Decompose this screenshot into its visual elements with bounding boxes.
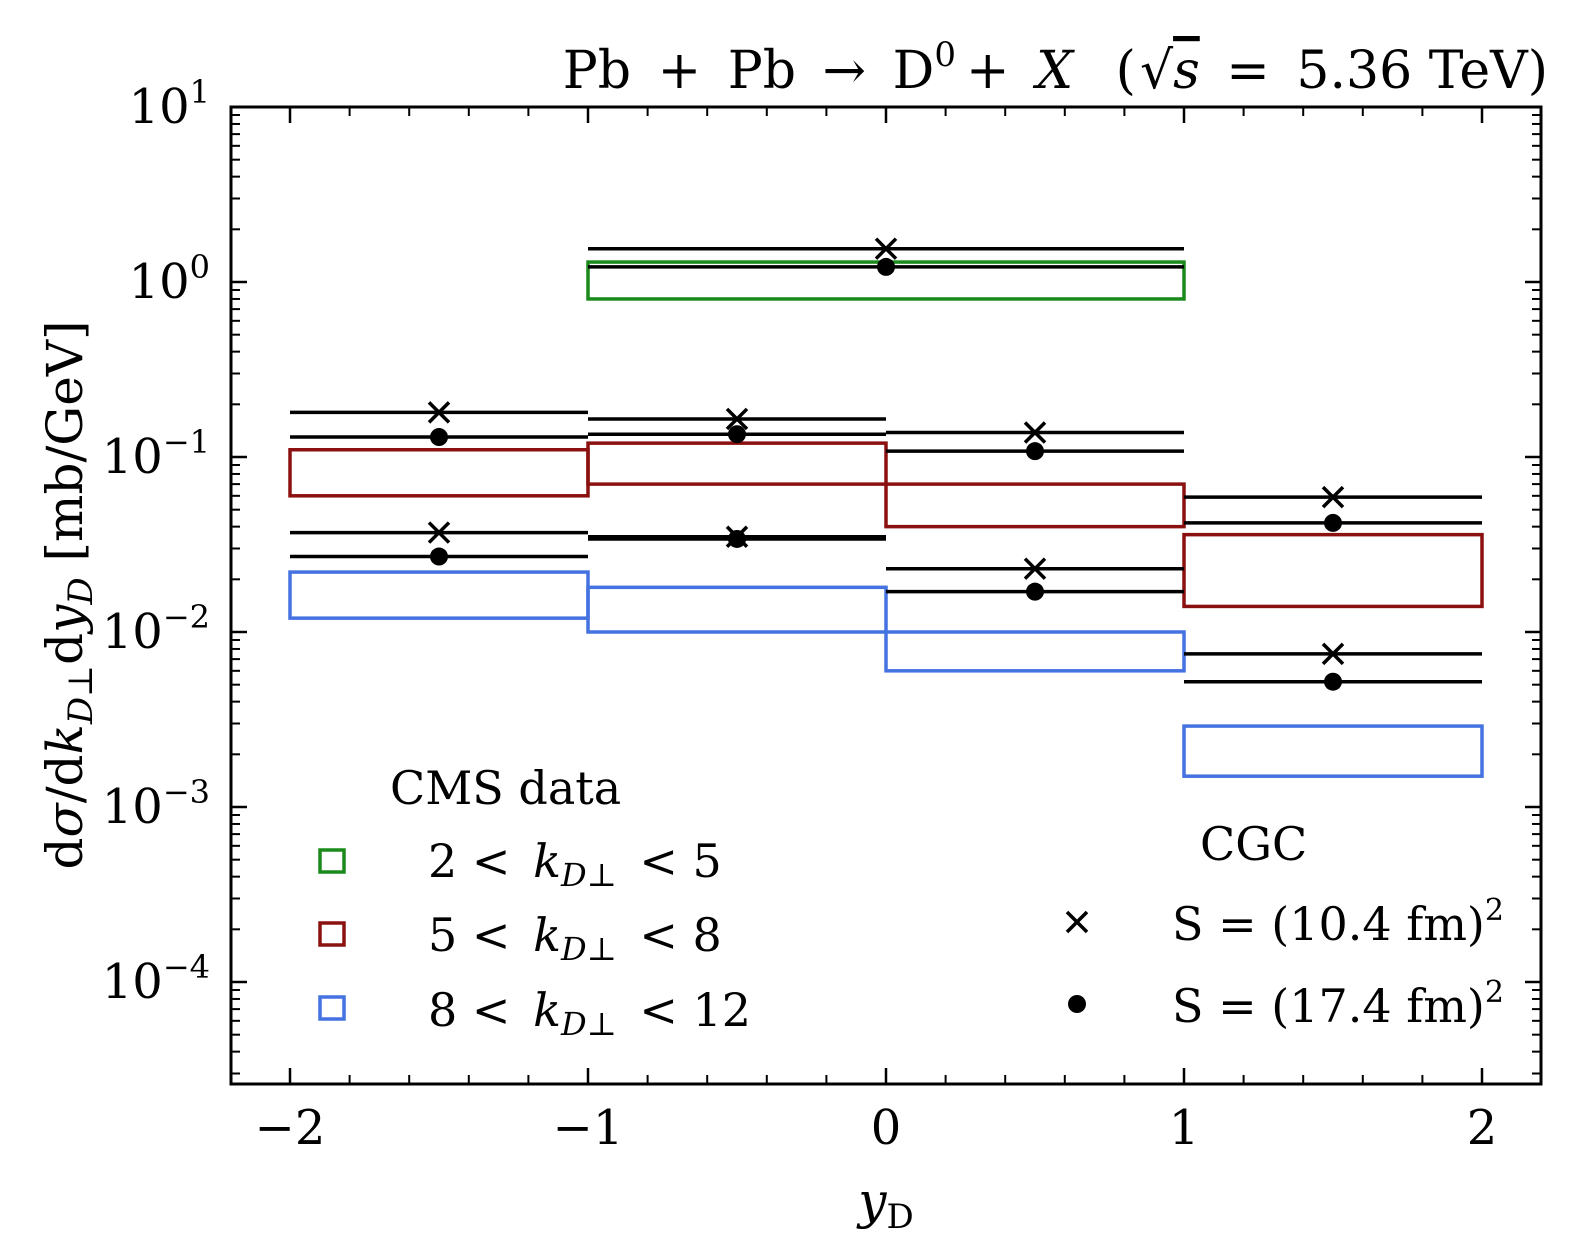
cms-bin-2 — [586, 441, 888, 486]
cgc-x-marker-4 — [1321, 485, 1345, 509]
legend-x-marker — [1065, 910, 1089, 934]
legend-swatch-blue — [318, 995, 346, 1021]
legend-swatch-red — [318, 921, 346, 947]
x-axis-label: yD — [856, 1172, 914, 1237]
x-tick-label-0: −2 — [255, 1100, 326, 1156]
legend-cgc: CGC S = (10.4 fm)2 S = (17.4 fm)2 — [1065, 817, 1504, 1033]
y-tick-label-4: 10−3 — [102, 773, 210, 835]
x-tick-label-4: 2 — [1467, 1100, 1498, 1156]
chart-title: Pb + Pb → D0 + X (√s = 5.36 TeV) — [563, 35, 1548, 101]
cms-bin-3 — [884, 482, 1186, 529]
legend-cms-entry-1: 2 < kD⊥ < 5 — [428, 834, 722, 897]
y-tick-label-0: 101 — [129, 73, 210, 135]
legend-cgc-entry-2: S = (17.4 fm)2 — [1172, 975, 1504, 1033]
cgc-x-marker-2 — [725, 407, 749, 431]
legend-cms: CMS data 2 < kD⊥ < 5 5 < kD⊥ < 8 8 < kD⊥… — [318, 761, 751, 1046]
cgc-x-marker-5 — [427, 521, 451, 544]
cgc-x-marker-0 — [874, 237, 898, 260]
cgc-x-marker-3 — [1023, 421, 1047, 444]
cgc-markers — [427, 237, 1345, 691]
legend-cms-entry-2: 5 < kD⊥ < 8 — [428, 908, 722, 971]
cgc-dot-marker-7 — [1026, 582, 1044, 601]
x-tick-label-1: −1 — [553, 1100, 624, 1156]
cgc-dot-marker-8 — [1324, 672, 1342, 691]
cgc-dot-marker-3 — [1026, 442, 1044, 461]
legend-cgc-entry-1: S = (10.4 fm)2 — [1172, 893, 1504, 951]
legend-cms-title: CMS data — [390, 761, 621, 815]
cms-bin-4 — [1182, 532, 1484, 609]
cms-bin-8 — [1182, 724, 1484, 778]
legend-cgc-title: CGC — [1200, 817, 1307, 871]
axis-ticks — [231, 105, 1541, 1084]
cgc-x-marker-8 — [1321, 642, 1345, 666]
cgc-x-marker-1 — [427, 401, 451, 424]
x-tick-label-2: 0 — [871, 1100, 902, 1156]
legend-dot-marker — [1068, 995, 1086, 1013]
cgc-dot-marker-2 — [728, 425, 746, 444]
y-axis-label: dσ/dkD⊥dyD [mb/GeV] — [36, 321, 101, 870]
legend-cms-entry-3: 8 < kD⊥ < 12 — [428, 983, 751, 1046]
y-tick-label-2: 10−1 — [102, 423, 210, 485]
cgc-x-marker-7 — [1023, 557, 1047, 580]
cms-bins — [288, 260, 1484, 778]
legend-swatch-green — [318, 848, 346, 874]
cms-bin-6 — [586, 585, 888, 634]
cms-bin-5 — [288, 570, 590, 620]
x-tick-label-3: 1 — [1169, 1100, 1200, 1156]
cgc-dot-marker-1 — [430, 428, 448, 447]
cgc-dot-marker-0 — [877, 257, 895, 276]
y-tick-label-1: 100 — [129, 248, 210, 310]
cgc-dot-marker-4 — [1324, 513, 1342, 532]
cgc-dot-marker-5 — [430, 547, 448, 566]
cms-bin-1 — [288, 448, 590, 498]
cms-bin-7 — [884, 630, 1186, 673]
y-tick-label-5: 10−4 — [102, 948, 210, 1010]
cgc-dot-marker-6 — [728, 529, 746, 548]
y-tick-label-3: 10−2 — [102, 598, 210, 660]
